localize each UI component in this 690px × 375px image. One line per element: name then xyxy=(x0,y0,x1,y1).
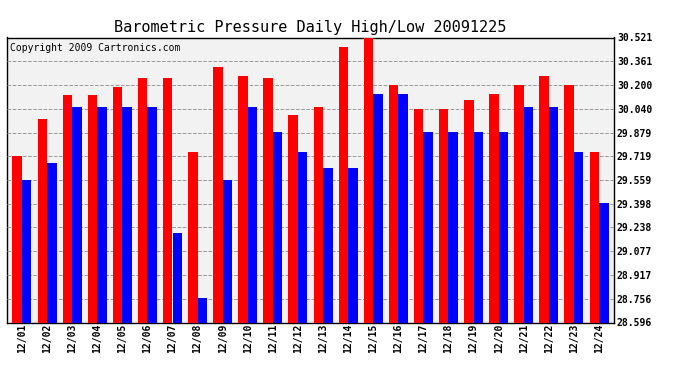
Bar xyxy=(188,152,197,322)
Bar xyxy=(238,76,248,322)
Bar xyxy=(97,107,107,322)
Bar xyxy=(388,85,398,322)
Bar xyxy=(223,180,233,322)
Bar xyxy=(599,204,609,322)
Bar xyxy=(313,107,323,322)
Bar xyxy=(464,100,473,322)
Bar xyxy=(364,38,373,322)
Bar xyxy=(47,164,57,322)
Bar xyxy=(12,156,22,322)
Bar xyxy=(112,87,122,322)
Bar xyxy=(373,94,383,322)
Bar xyxy=(564,85,574,322)
Bar xyxy=(414,109,424,322)
Bar xyxy=(348,168,357,322)
Bar xyxy=(589,152,599,322)
Bar xyxy=(540,76,549,322)
Bar xyxy=(473,132,483,322)
Bar xyxy=(339,46,348,322)
Bar xyxy=(499,132,509,322)
Bar xyxy=(398,94,408,322)
Bar xyxy=(264,78,273,322)
Bar xyxy=(197,298,207,322)
Bar xyxy=(273,132,282,322)
Bar xyxy=(122,107,132,322)
Bar xyxy=(37,119,47,322)
Bar xyxy=(298,152,308,322)
Bar xyxy=(63,95,72,322)
Title: Barometric Pressure Daily High/Low 20091225: Barometric Pressure Daily High/Low 20091… xyxy=(115,20,506,35)
Bar xyxy=(72,107,81,322)
Bar xyxy=(514,85,524,322)
Bar xyxy=(524,107,533,322)
Bar xyxy=(448,132,458,322)
Bar xyxy=(88,95,97,322)
Bar xyxy=(248,107,257,322)
Bar xyxy=(424,132,433,322)
Bar xyxy=(172,233,182,322)
Bar xyxy=(574,152,584,322)
Bar xyxy=(549,107,558,322)
Text: Copyright 2009 Cartronics.com: Copyright 2009 Cartronics.com xyxy=(10,43,180,53)
Bar xyxy=(439,109,449,322)
Bar xyxy=(138,78,148,322)
Bar xyxy=(323,168,333,322)
Bar xyxy=(22,180,32,322)
Bar xyxy=(163,78,172,322)
Bar xyxy=(213,67,223,322)
Bar xyxy=(148,107,157,322)
Bar xyxy=(288,115,298,322)
Bar xyxy=(489,94,499,322)
